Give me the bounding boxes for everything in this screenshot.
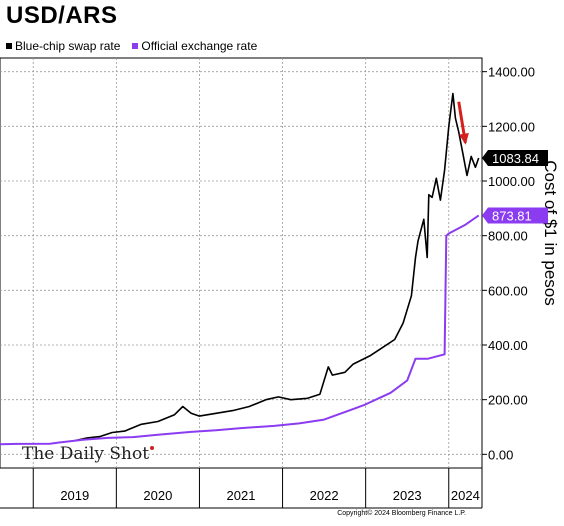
legend-label-blue-chip: Blue-chip swap rate bbox=[15, 39, 121, 53]
logo-dot-icon bbox=[150, 446, 155, 450]
last-value-badge-blue-chip bbox=[482, 150, 548, 167]
red-arrow-head-icon bbox=[459, 133, 469, 145]
plot-frame bbox=[0, 57, 483, 469]
legend-swatch-official bbox=[132, 43, 139, 49]
last-value-label-official: 873.81 bbox=[492, 208, 532, 223]
y-tick-label: 1200.00 bbox=[488, 119, 535, 134]
year-label: 2020 bbox=[143, 488, 172, 503]
y-tick-label: 200.00 bbox=[488, 393, 528, 408]
legend-swatch-blue-chip bbox=[6, 43, 12, 49]
copyright: Copyright© 2024 Bloomberg Finance L.P. bbox=[337, 510, 466, 517]
last-value-badge-official bbox=[482, 207, 548, 224]
y-tick-label: 1000.00 bbox=[488, 174, 535, 189]
year-label: 2019 bbox=[60, 488, 89, 503]
y-tick-label: 600.00 bbox=[488, 283, 528, 298]
legend: Blue-chip swap rate Official exchange ra… bbox=[6, 39, 269, 53]
year-label: 2023 bbox=[393, 488, 422, 503]
y-tick-label: 1400.00 bbox=[488, 65, 535, 80]
last-value-label-blue-chip: 1083.84 bbox=[492, 151, 539, 166]
logo-text: The Daily Shot bbox=[22, 444, 150, 464]
legend-item-official: Official exchange rate bbox=[132, 39, 257, 53]
year-label: 2021 bbox=[227, 488, 256, 503]
series-line-blue-chip bbox=[74, 92, 480, 442]
y-tick-label: 800.00 bbox=[488, 229, 528, 244]
series-line-official bbox=[0, 214, 480, 446]
chart-title: USD/ARS bbox=[6, 2, 118, 29]
y-tick-label: 400.00 bbox=[488, 338, 528, 353]
daily-shot-logo: The Daily Shot bbox=[22, 444, 155, 464]
year-label: 2022 bbox=[310, 488, 339, 503]
y-tick-label: 0.00 bbox=[488, 447, 513, 462]
legend-label-official: Official exchange rate bbox=[141, 39, 258, 53]
y-axis-title: Cost of $1 in pesos bbox=[541, 160, 560, 306]
legend-item-blue-chip: Blue-chip swap rate bbox=[6, 39, 120, 53]
year-label: 2024 bbox=[451, 488, 480, 503]
